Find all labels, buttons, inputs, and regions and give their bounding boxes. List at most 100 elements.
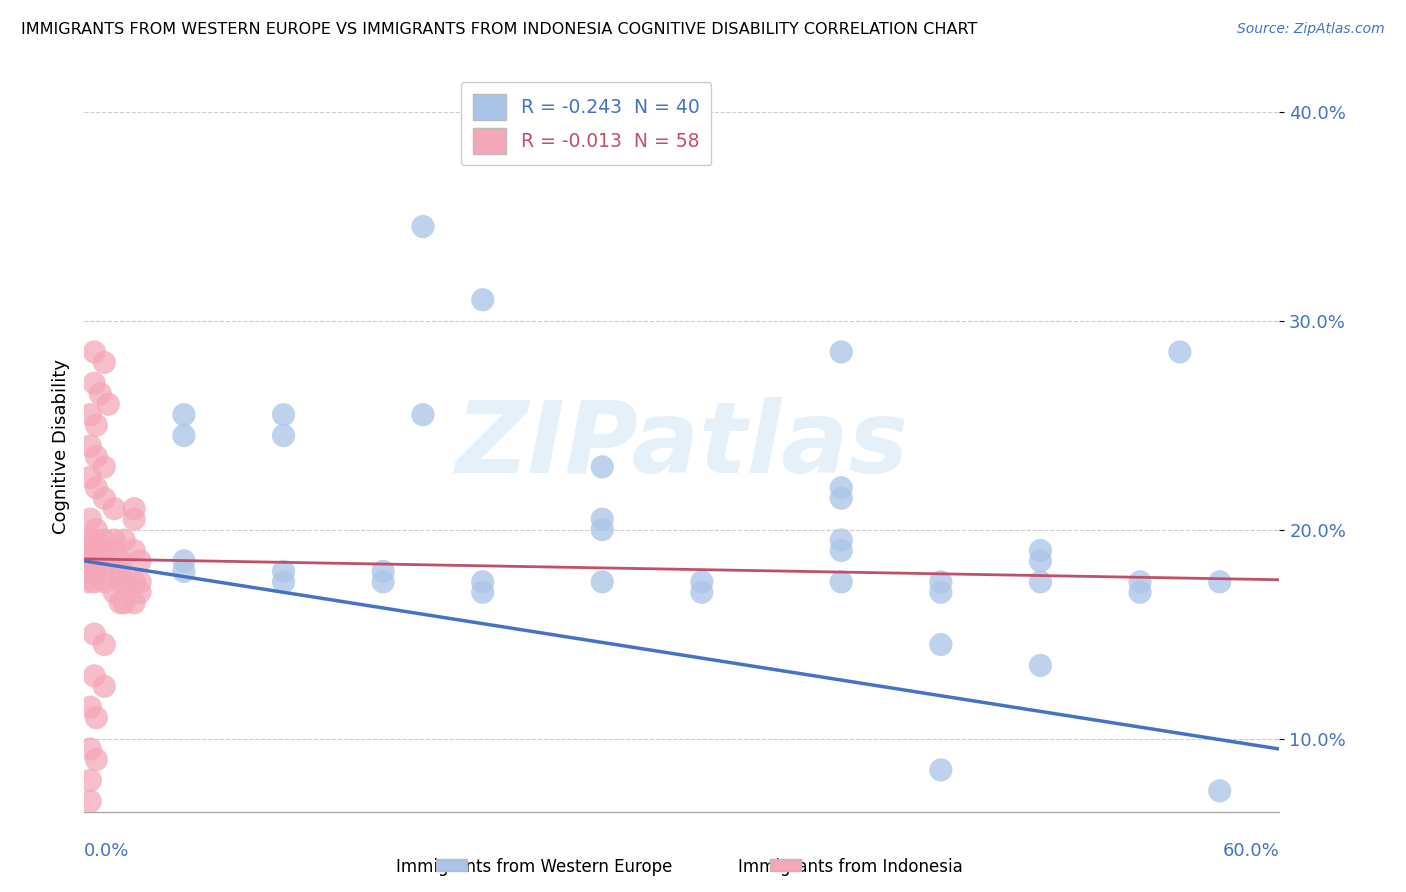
Point bbox=[93, 565, 115, 579]
Point bbox=[273, 574, 295, 589]
Point bbox=[173, 565, 195, 579]
Point bbox=[830, 491, 852, 506]
Legend: R = -0.243  N = 40, R = -0.013  N = 58: R = -0.243 N = 40, R = -0.013 N = 58 bbox=[461, 82, 711, 165]
Point bbox=[122, 512, 145, 526]
Point bbox=[86, 752, 108, 766]
Point bbox=[79, 470, 101, 484]
Point bbox=[122, 574, 145, 589]
Point bbox=[79, 794, 101, 808]
Point bbox=[273, 428, 295, 442]
Point bbox=[591, 574, 613, 589]
Point bbox=[122, 596, 145, 610]
Point bbox=[93, 355, 115, 369]
Point bbox=[83, 345, 105, 359]
Point bbox=[929, 763, 952, 777]
Point bbox=[273, 408, 295, 422]
Point bbox=[110, 554, 132, 568]
Point bbox=[1129, 585, 1152, 599]
Point bbox=[412, 219, 434, 234]
Point bbox=[79, 742, 101, 756]
Point bbox=[110, 596, 132, 610]
Point bbox=[93, 554, 115, 568]
Point bbox=[1209, 574, 1232, 589]
Point bbox=[93, 638, 115, 652]
Point bbox=[129, 585, 152, 599]
Point bbox=[77, 565, 100, 579]
Point bbox=[103, 585, 125, 599]
Point bbox=[1029, 554, 1052, 568]
Text: 60.0%: 60.0% bbox=[1223, 842, 1279, 860]
Point bbox=[471, 574, 494, 589]
Point bbox=[173, 428, 195, 442]
Point bbox=[86, 711, 108, 725]
Point bbox=[93, 543, 115, 558]
Y-axis label: Cognitive Disability: Cognitive Disability bbox=[52, 359, 70, 533]
Point bbox=[110, 565, 132, 579]
Point bbox=[122, 543, 145, 558]
Text: Source: ZipAtlas.com: Source: ZipAtlas.com bbox=[1237, 22, 1385, 37]
Point bbox=[86, 481, 108, 495]
Point bbox=[86, 450, 108, 464]
Point bbox=[122, 501, 145, 516]
Point bbox=[110, 574, 132, 589]
Point bbox=[79, 512, 101, 526]
Point bbox=[929, 638, 952, 652]
Point bbox=[1029, 543, 1052, 558]
Point bbox=[273, 565, 295, 579]
Point bbox=[83, 565, 105, 579]
Point bbox=[79, 700, 101, 714]
Point bbox=[93, 491, 115, 506]
Point bbox=[471, 585, 494, 599]
Text: ZIPatlas: ZIPatlas bbox=[456, 398, 908, 494]
Point bbox=[83, 543, 105, 558]
Point bbox=[103, 543, 125, 558]
Point bbox=[830, 345, 852, 359]
Point bbox=[77, 554, 100, 568]
Point bbox=[129, 574, 152, 589]
Point bbox=[79, 408, 101, 422]
Point bbox=[1129, 574, 1152, 589]
Point bbox=[93, 574, 115, 589]
Point bbox=[830, 533, 852, 547]
Point bbox=[97, 397, 120, 411]
Point bbox=[373, 565, 395, 579]
Point bbox=[173, 554, 195, 568]
Point bbox=[173, 408, 195, 422]
Point bbox=[112, 533, 135, 547]
Point bbox=[830, 574, 852, 589]
Point bbox=[1168, 345, 1191, 359]
Point bbox=[77, 543, 100, 558]
Point bbox=[929, 585, 952, 599]
Point bbox=[77, 574, 100, 589]
Text: 0.0%: 0.0% bbox=[84, 842, 129, 860]
Point bbox=[373, 574, 395, 589]
Point bbox=[83, 533, 105, 547]
Point bbox=[86, 418, 108, 433]
Point bbox=[86, 523, 108, 537]
Point bbox=[1029, 658, 1052, 673]
Point bbox=[591, 523, 613, 537]
Point bbox=[830, 543, 852, 558]
Point bbox=[690, 574, 713, 589]
Point bbox=[591, 512, 613, 526]
Point bbox=[830, 481, 852, 495]
Point bbox=[79, 439, 101, 453]
Point bbox=[690, 585, 713, 599]
Point bbox=[129, 554, 152, 568]
Point bbox=[103, 501, 125, 516]
Point bbox=[929, 574, 952, 589]
Point bbox=[412, 408, 434, 422]
Point bbox=[83, 627, 105, 641]
Point bbox=[93, 459, 115, 474]
Point bbox=[93, 679, 115, 693]
Point bbox=[103, 533, 125, 547]
Point bbox=[83, 574, 105, 589]
Point bbox=[471, 293, 494, 307]
Text: IMMIGRANTS FROM WESTERN EUROPE VS IMMIGRANTS FROM INDONESIA COGNITIVE DISABILITY: IMMIGRANTS FROM WESTERN EUROPE VS IMMIGR… bbox=[21, 22, 977, 37]
Point bbox=[112, 596, 135, 610]
Point bbox=[1209, 784, 1232, 798]
Point bbox=[83, 669, 105, 683]
Point bbox=[93, 533, 115, 547]
Point bbox=[89, 386, 111, 401]
Point bbox=[591, 459, 613, 474]
